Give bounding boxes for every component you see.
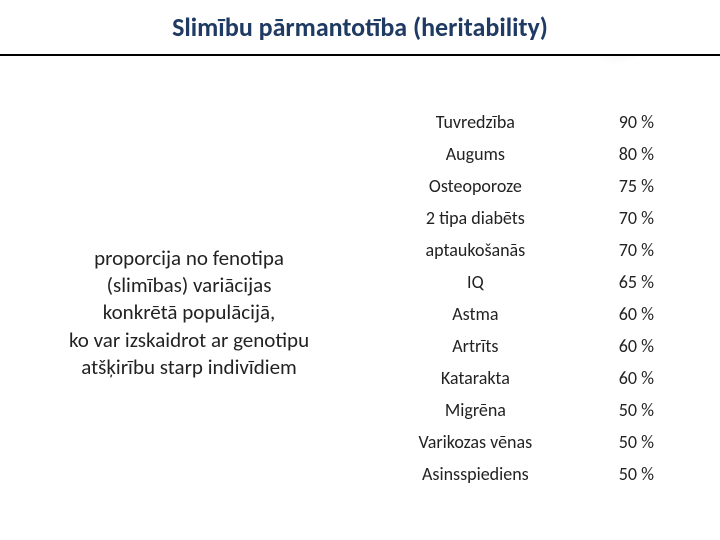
- disease-pct: 65 %: [583, 271, 690, 293]
- content-area: proporcija no fenotipa (slimības) variāc…: [0, 56, 720, 540]
- disease-label: Katarakta: [368, 367, 583, 389]
- disease-label: 2 tipa diabēts: [368, 207, 583, 229]
- disease-pct: 70 %: [583, 239, 690, 261]
- disease-label: Osteoporoze: [368, 175, 583, 197]
- table-row: Tuvredzība 90 %: [368, 106, 690, 138]
- table-row: 2 tipa diabēts 70 %: [368, 202, 690, 234]
- table-row: Asinsspiediens 50 %: [368, 458, 690, 490]
- disease-pct: 60 %: [583, 367, 690, 389]
- disease-pct: 60 %: [583, 335, 690, 357]
- table-row: Migrēna 50 %: [368, 394, 690, 426]
- definition-panel: proporcija no fenotipa (slimības) variāc…: [20, 106, 368, 520]
- disease-label: IQ: [368, 271, 583, 293]
- table-row: IQ 65 %: [368, 266, 690, 298]
- disease-label: Astma: [368, 303, 583, 325]
- table-row: aptaukošanās 70 %: [368, 234, 690, 266]
- table-row: Astma 60 %: [368, 298, 690, 330]
- table-row: Artrīts 60 %: [368, 330, 690, 362]
- disease-pct: 50 %: [583, 431, 690, 453]
- disease-label: Migrēna: [368, 399, 583, 421]
- disease-label: Artrīts: [368, 335, 583, 357]
- disease-pct: 50 %: [583, 463, 690, 485]
- table-row: Augums 80 %: [368, 138, 690, 170]
- disease-label: aptaukošanās: [368, 239, 583, 261]
- definition-line: atšķirību starp indivīdiem: [81, 354, 297, 380]
- disease-pct: 50 %: [583, 399, 690, 421]
- disease-pct: 60 %: [583, 303, 690, 325]
- disease-pct: 70 %: [583, 207, 690, 229]
- disease-label: Augums: [368, 143, 583, 165]
- definition-line: ko var izskaidrot ar genotipu: [69, 327, 309, 353]
- disease-label: Asinsspiediens: [368, 463, 583, 485]
- title-bar: Slimību pārmantotība (heritability): [0, 0, 720, 56]
- heritability-table: Tuvredzība 90 % Augums 80 % Osteoporoze …: [368, 106, 690, 520]
- definition-text: proporcija no fenotipa (slimības) variāc…: [69, 245, 309, 381]
- disease-pct: 80 %: [583, 143, 690, 165]
- disease-label: Tuvredzība: [368, 111, 583, 133]
- definition-line: (slimības) variācijas: [107, 272, 272, 298]
- disease-label: Varikozas vēnas: [368, 431, 583, 453]
- table-row: Katarakta 60 %: [368, 362, 690, 394]
- disease-pct: 90 %: [583, 111, 690, 133]
- definition-line: proporcija no fenotipa: [94, 245, 284, 271]
- page-title: Slimību pārmantotība (heritability): [172, 11, 548, 43]
- disease-pct: 75 %: [583, 175, 690, 197]
- table-row: Osteoporoze 75 %: [368, 170, 690, 202]
- definition-line: konkrētā populācijā,: [103, 299, 276, 325]
- table-row: Varikozas vēnas 50 %: [368, 426, 690, 458]
